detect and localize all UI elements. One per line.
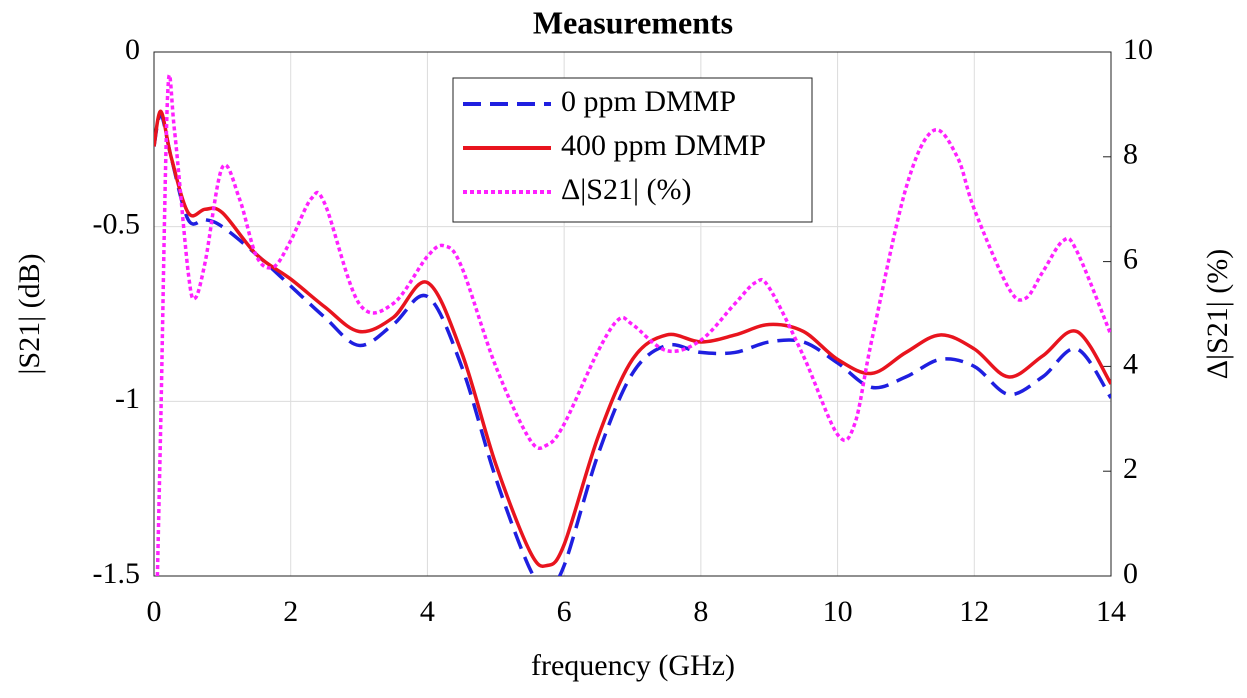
series-line	[154, 113, 1111, 576]
chart-title: Measurements	[533, 4, 733, 40]
y-axis-label: |S21| (dB)	[13, 253, 46, 374]
x-tick-label: 8	[693, 595, 708, 628]
y-tick-label: -1	[115, 382, 140, 415]
x-tick-label: 4	[420, 595, 435, 628]
x-tick-label: 2	[283, 595, 298, 628]
x-tick-label: 6	[557, 595, 572, 628]
series-line	[155, 73, 1111, 576]
legend-label: Δ|S21| (%)	[561, 173, 691, 206]
series-line	[154, 109, 1111, 568]
y2-tick-label: 6	[1123, 242, 1138, 275]
y2-tick-label: 2	[1123, 452, 1138, 485]
y-tick-label: -1.5	[93, 557, 141, 590]
legend-label: 0 ppm DMMP	[561, 85, 736, 118]
legend-label: 400 ppm DMMP	[561, 129, 766, 162]
y2-tick-label: 8	[1123, 138, 1138, 171]
x-tick-label: 12	[959, 595, 989, 628]
y2-axis-label: Δ|S21| (%)	[1201, 249, 1234, 379]
x-tick-label: 10	[823, 595, 853, 628]
y-tick-label: 0	[125, 33, 140, 66]
x-tick-label: 14	[1096, 595, 1126, 628]
y-tick-label: -0.5	[93, 208, 141, 241]
y2-tick-label: 4	[1123, 347, 1138, 380]
plot-frame	[153, 51, 1112, 577]
x-tick-label: 0	[147, 595, 162, 628]
x-axis-label: frequency (GHz)	[531, 649, 735, 682]
y2-tick-label: 0	[1123, 557, 1138, 590]
y2-tick-label: 10	[1123, 33, 1153, 66]
